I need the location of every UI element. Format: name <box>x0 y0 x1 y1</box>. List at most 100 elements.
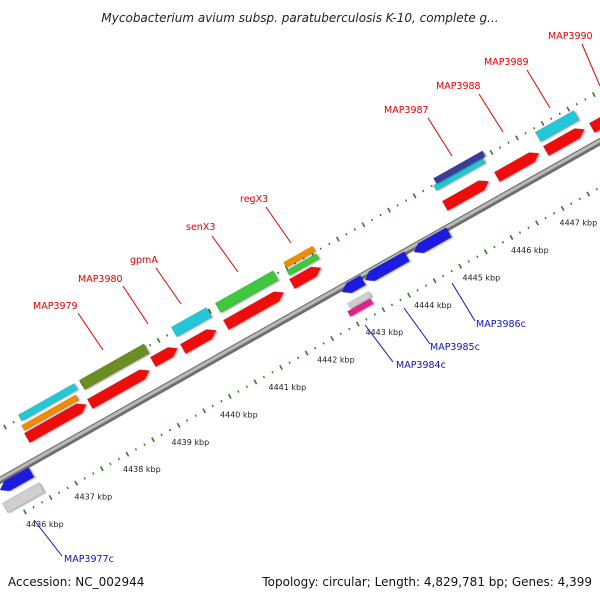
cds-map3977c[interactable] <box>0 467 35 495</box>
gene-olive-map3980[interactable] <box>78 343 150 391</box>
reverse-tick <box>518 231 522 234</box>
reverse-tick <box>373 313 377 316</box>
reverse-tick <box>92 472 95 475</box>
forward-tick <box>12 420 15 424</box>
gene-label-forward[interactable]: senX3 <box>186 222 215 233</box>
forward-tick <box>276 271 280 275</box>
forward-tick <box>328 242 331 246</box>
reverse-tick <box>339 332 342 336</box>
reverse-label-connector <box>451 282 476 322</box>
reverse-tick <box>211 404 214 408</box>
cds-map3986c[interactable] <box>411 227 452 257</box>
reverse-tick <box>202 408 207 414</box>
genome-summary-text: Topology: circular; Length: 4,829,781 bp… <box>261 575 592 589</box>
forward-tick <box>550 117 553 120</box>
reverse-tick <box>476 255 479 258</box>
scale-label: 4436 kbp <box>26 520 64 529</box>
rna-orange-1[interactable] <box>21 394 79 432</box>
cds-map3984c[interactable] <box>339 275 367 296</box>
scale-label: 4444 kbp <box>414 301 452 310</box>
cds-map3979[interactable] <box>23 400 89 444</box>
forward-tick <box>379 213 382 217</box>
gene-green-regx3[interactable] <box>286 253 320 277</box>
reverse-tick <box>390 303 394 307</box>
gene-label-forward[interactable]: gpmA <box>130 255 158 266</box>
gene-label-forward[interactable]: MAP3980 <box>78 274 123 285</box>
gene-cyan-gpma[interactable] <box>170 307 212 338</box>
forward-tick <box>353 228 357 231</box>
scale-labels: 4436 kbp 4437 kbp 4438 kbp 4439 kbp 4440 kbp… <box>26 219 597 529</box>
reverse-label-connector <box>403 307 431 345</box>
cds-senx3-b[interactable] <box>222 288 286 331</box>
cds-map3980[interactable] <box>86 366 152 410</box>
forward-label-connector <box>211 235 239 273</box>
cds-map3987[interactable] <box>441 177 491 212</box>
reverse-tick <box>237 390 240 393</box>
reverse-tick <box>176 422 181 428</box>
reverse-label-connector <box>33 519 63 557</box>
cds-gpma[interactable] <box>149 343 180 368</box>
cds-regx3[interactable] <box>288 263 323 290</box>
forward-tick <box>524 131 527 135</box>
gene-label-forward[interactable]: MAP3987 <box>384 105 429 116</box>
reverse-tick <box>99 466 104 472</box>
reverse-tick <box>578 197 581 201</box>
gene-label-forward[interactable]: MAP3989 <box>484 57 529 68</box>
gene-features <box>0 110 600 514</box>
gene-label-forward[interactable]: MAP3990 <box>548 31 593 42</box>
cds-map3988[interactable] <box>493 149 541 183</box>
reverse-tick <box>134 448 138 451</box>
reverse-tick <box>381 307 386 313</box>
forward-tick <box>3 424 7 430</box>
gene-navy-map3987[interactable] <box>433 150 486 185</box>
gene-label-reverse[interactable]: MAP3977c <box>64 554 114 565</box>
cds-map3989[interactable] <box>542 125 587 157</box>
forward-label-connector <box>581 43 600 87</box>
cds-senx3[interactable] <box>179 326 218 355</box>
forward-tick <box>165 334 169 337</box>
gene-label-forward[interactable]: MAP3988 <box>436 81 481 92</box>
reverse-tick <box>74 480 79 486</box>
gene-label-forward[interactable]: regX3 <box>240 194 268 205</box>
reverse-tick <box>117 457 121 461</box>
gene-label-reverse[interactable]: MAP3984c <box>396 360 446 371</box>
scale-label: 4447 kbp <box>560 219 598 228</box>
forward-tick <box>515 135 519 141</box>
cds-map3990[interactable] <box>588 113 600 134</box>
gene-label-reverse[interactable]: MAP3985c <box>430 342 480 353</box>
forward-label-connector <box>427 117 453 157</box>
gene-grey-map3984c[interactable] <box>347 291 372 310</box>
scale-label: 4441 kbp <box>269 383 307 392</box>
gene-labels[interactable]: MAP3979 MAP3980 gpmA senX3 regX3 MAP3987 MAP39… <box>33 31 593 565</box>
map-title: Mycobacterium avium subsp. paratuberculo… <box>101 11 498 25</box>
rna-cyan-1[interactable] <box>17 383 78 422</box>
scale-label: 4439 kbp <box>172 438 210 447</box>
reverse-tick <box>501 240 505 244</box>
reverse-tick <box>66 486 69 490</box>
forward-tick <box>207 308 212 314</box>
reverse-tick <box>442 274 445 278</box>
reverse-tick <box>322 342 325 345</box>
gene-green-senx3[interactable] <box>214 270 279 314</box>
reverse-tick <box>424 284 428 287</box>
reverse-tick <box>450 269 453 273</box>
forward-tick <box>370 218 374 222</box>
cds-map3985c[interactable] <box>362 251 410 285</box>
gene-label-forward[interactable]: MAP3979 <box>33 301 78 312</box>
gene-orange-regx3[interactable] <box>283 245 316 269</box>
gene-label-reverse[interactable]: MAP3986c <box>476 319 526 330</box>
reverse-tick <box>296 356 300 360</box>
reverse-tick <box>544 216 547 220</box>
forward-tick <box>156 337 161 343</box>
scale-label: 4438 kbp <box>123 465 161 474</box>
forward-tick <box>387 207 391 213</box>
forward-tick <box>430 184 433 188</box>
reverse-tick <box>483 249 488 255</box>
gene-cyan-map3989[interactable] <box>534 110 580 143</box>
reverse-tick <box>40 501 44 504</box>
gene-magenta-map3984c[interactable] <box>347 298 374 318</box>
forward-label-connector <box>265 206 292 244</box>
reverse-tick <box>57 491 61 495</box>
gene-grey-map3977c[interactable] <box>1 482 45 514</box>
reverse-tick <box>143 443 146 446</box>
